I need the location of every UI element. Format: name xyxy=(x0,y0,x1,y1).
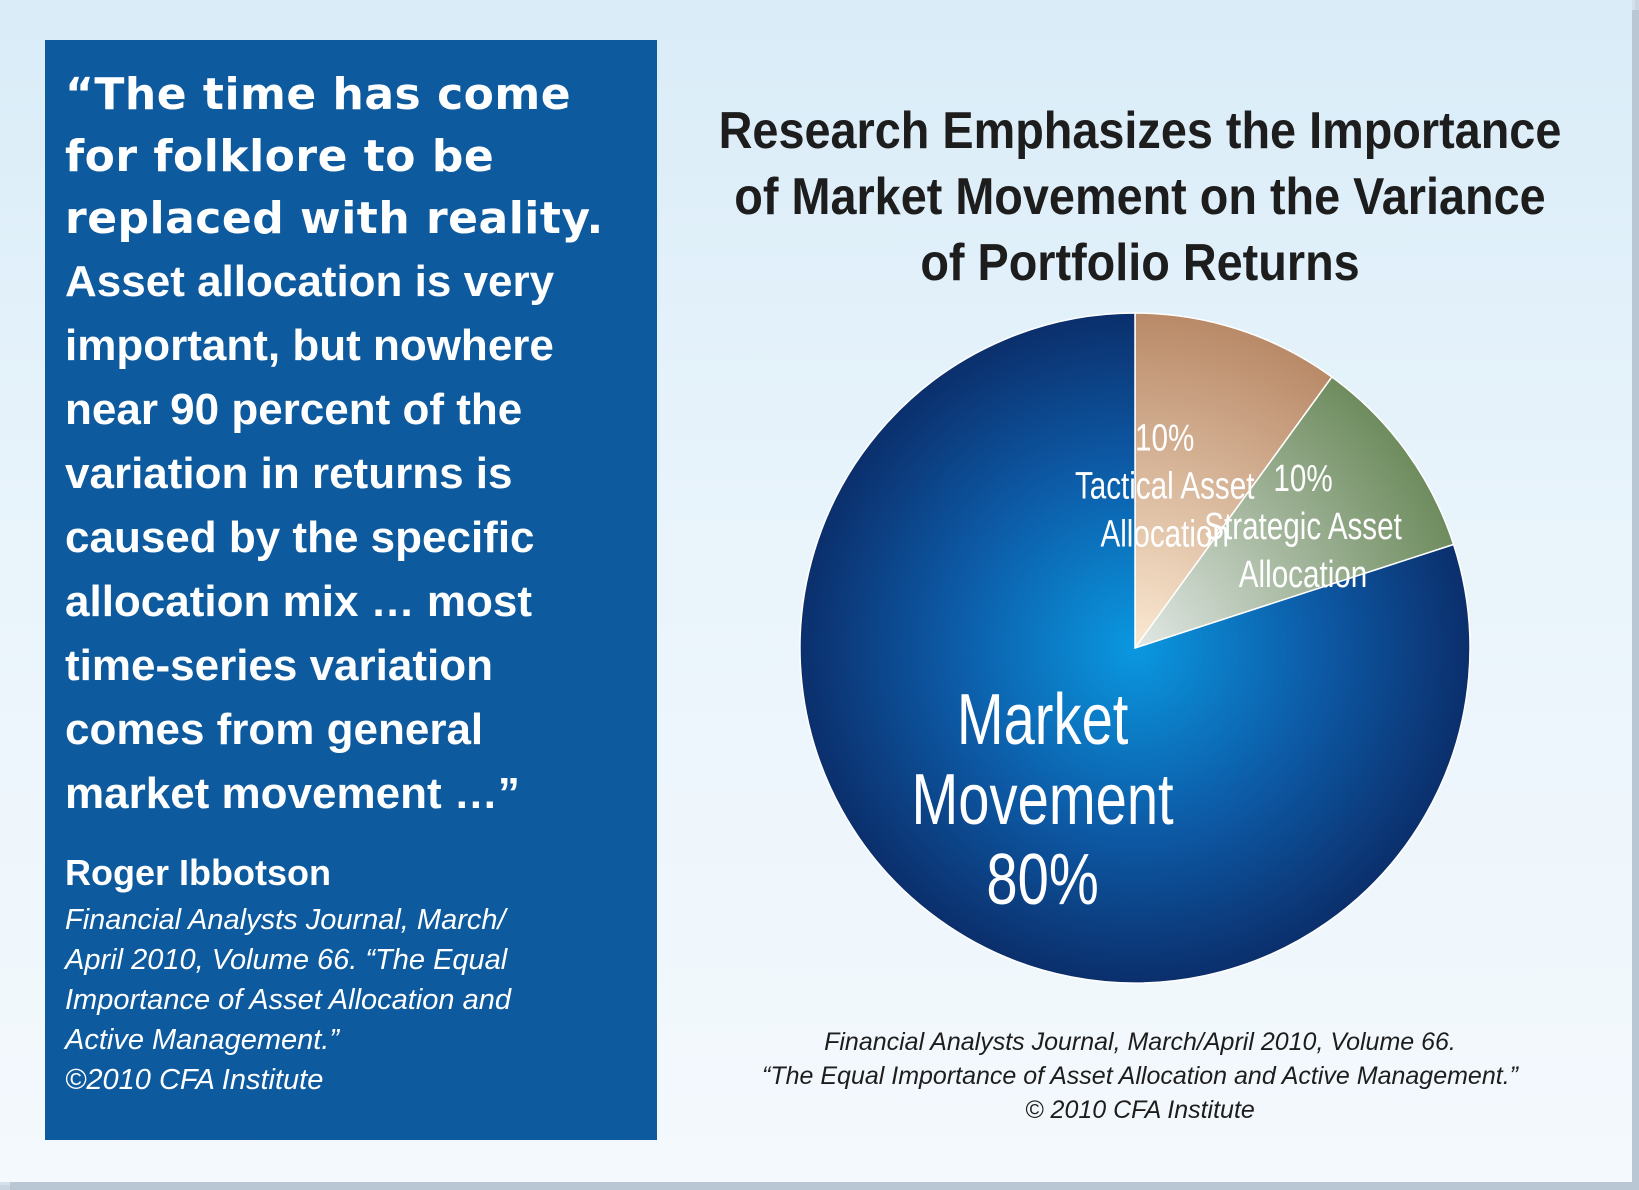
slice-tactical-asset-allocation-label-line: Tactical Asset xyxy=(1075,465,1255,507)
slice-tactical-asset-allocation xyxy=(1134,312,1333,651)
quote-panel: “The time has come for folklore to be re… xyxy=(45,40,657,1140)
slice-strategic-asset-allocation-label-line: Allocation xyxy=(1239,554,1367,596)
quote-body: Asset allocation is very important, but … xyxy=(65,257,555,818)
slice-market-movement-label-line: Market xyxy=(957,679,1129,759)
slice-strategic-asset-allocation-label-line: Strategic Asset xyxy=(1204,506,1402,548)
card-shadow-bottom xyxy=(10,1182,1639,1190)
slice-tactical-asset-allocation-label-line: Allocation xyxy=(1100,513,1228,555)
slice-tactical-asset-allocation-label: 10% Tactical Asset Allocation xyxy=(1075,417,1255,555)
slice-tactical-asset-allocation-label-line: 10% xyxy=(1135,417,1194,459)
chart-source: Financial Analysts Journal, March/April … xyxy=(762,1028,1518,1124)
chart-title: Research Emphasizes the Importance of Ma… xyxy=(718,102,1562,292)
quote-lead: “The time has come for folklore to be re… xyxy=(65,69,604,244)
slice-market-movement-label: Market Movement 80% xyxy=(912,679,1174,919)
slice-market-movement-label-line: 80% xyxy=(986,839,1098,919)
slice-market-movement-label-line: Movement xyxy=(912,759,1174,839)
quote-author: Roger Ibbotson xyxy=(65,852,331,893)
slice-strategic-asset-allocation-label: 10% Strategic Asset Allocation xyxy=(1204,458,1402,596)
slice-market-movement xyxy=(799,312,1471,984)
slice-strategic-asset-allocation xyxy=(1133,375,1455,650)
quote-citation: Financial Analysts Journal, March/ April… xyxy=(65,904,511,1096)
slice-strategic-asset-allocation-label-line: 10% xyxy=(1273,458,1332,500)
card-shadow-right xyxy=(1632,10,1639,1190)
